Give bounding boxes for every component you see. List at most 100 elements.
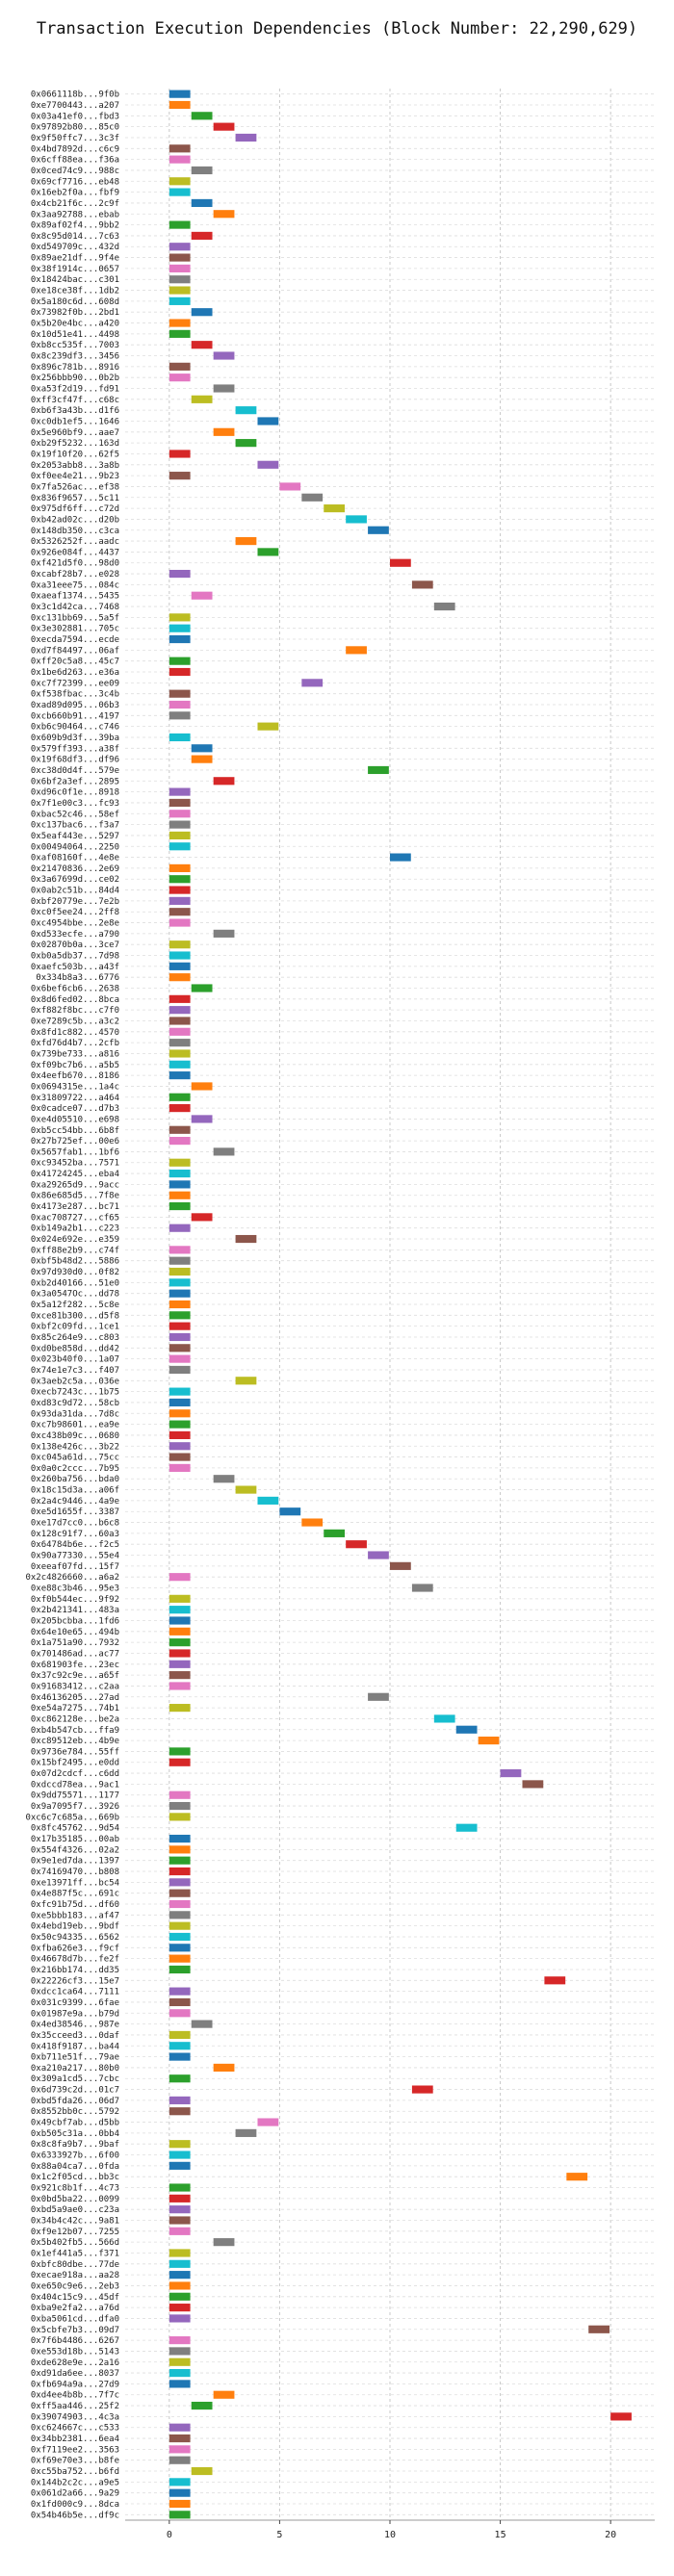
transaction-label: 0xfc91b75d...df60 <box>31 1900 119 1910</box>
transaction-label: 0x93da31da...7d8c <box>31 1409 119 1419</box>
transaction-label: 0x896c781b...8916 <box>31 363 119 373</box>
transaction-label: 0xeeaf07fd...15f7 <box>31 1562 119 1572</box>
transaction-bar <box>213 2063 235 2072</box>
transaction-label: 0xe5bbb183...af47 <box>31 1911 119 1920</box>
transaction-label: 0x34b4c42c...9a81 <box>31 2216 119 2226</box>
transaction-label: 0xbf5b48d2...5886 <box>31 1257 119 1267</box>
transaction-label: 0xff20c5a8...45c7 <box>31 657 119 667</box>
transaction-label: 0x38f1914c...0657 <box>31 265 119 274</box>
transaction-bar <box>168 863 191 872</box>
transaction-bar <box>168 188 191 196</box>
transaction-bar <box>168 155 191 164</box>
transaction-bar <box>390 558 411 567</box>
transaction-bar <box>588 2325 610 2333</box>
transaction-bar <box>257 460 279 469</box>
transaction-bar <box>168 296 191 305</box>
transaction-bar <box>168 1125 191 1134</box>
transaction-label: 0x9dd75571...1177 <box>31 1791 119 1801</box>
transaction-label: 0x86e685d5...7f8e <box>31 1192 119 1201</box>
transaction-bar <box>168 994 191 1003</box>
transaction-bar <box>168 1158 191 1167</box>
transaction-label: 0x3a0547Oc...dd78 <box>31 1290 119 1300</box>
transaction-label: 0xc438b09c...0680 <box>31 1431 119 1441</box>
transaction-bar <box>168 896 191 905</box>
transaction-label: 0x6cff88ea...f36a <box>31 156 119 166</box>
transaction-bar <box>168 624 191 632</box>
transaction-label: 0x701486ad...ac77 <box>31 1649 119 1659</box>
transaction-label: 0xa210a217...80b0 <box>31 2064 119 2074</box>
transaction-bar <box>610 2412 632 2421</box>
transaction-bar <box>235 406 257 415</box>
transaction-bar <box>168 2347 191 2356</box>
transaction-label: 0xf0b544ec...9f92 <box>31 1595 119 1605</box>
transaction-label: 0xe13971ff...bc54 <box>31 1878 119 1888</box>
transaction-label: 0xa29265d9...9acc <box>31 1180 119 1190</box>
transaction-bar <box>168 1289 191 1298</box>
transaction-bar <box>168 569 191 579</box>
transaction-bar <box>168 962 191 970</box>
transaction-bar <box>368 526 389 534</box>
transaction-label: 0x91683412...c2aa <box>31 1682 119 1691</box>
transaction-bar <box>279 1507 301 1516</box>
transaction-label: 0x260ba756...bda0 <box>31 1475 119 1484</box>
transaction-bar <box>168 220 191 229</box>
transaction-bar <box>168 657 191 665</box>
transaction-bar <box>168 2009 191 2018</box>
transaction-label: 0x37c92c9e...a65f <box>31 1671 119 1681</box>
transaction-bar <box>433 1714 455 1723</box>
transaction-bar <box>168 2445 191 2454</box>
transaction-label: 0x836f9657...5c11 <box>31 494 119 503</box>
transaction-bar <box>168 908 191 916</box>
transaction-label: 0xb29f5232...163d <box>31 439 119 449</box>
transaction-bar <box>168 472 191 480</box>
transaction-label: 0xd91da6ee...8037 <box>31 2369 119 2379</box>
transaction-label: 0x3a67699d...ce02 <box>31 875 119 885</box>
transaction-bar <box>411 2085 433 2094</box>
transaction-bar <box>191 341 213 349</box>
transaction-bar <box>191 231 213 240</box>
transaction-bar <box>168 886 191 894</box>
transaction-label: 0x681903fe...23ec <box>31 1661 119 1670</box>
transaction-bar <box>168 2030 191 2040</box>
transaction-bar <box>191 395 213 403</box>
transaction-bar <box>191 112 213 120</box>
transaction-bar <box>257 722 279 731</box>
transaction-bar <box>168 1573 191 1582</box>
x-tick-label: 10 <box>384 2530 396 2540</box>
chart-title: Transaction Execution Dependencies (Bloc… <box>36 19 638 39</box>
transaction-bar <box>168 951 191 960</box>
transaction-bar <box>168 1060 191 1069</box>
transaction-bar <box>168 2380 191 2388</box>
transaction-bar <box>191 1213 213 1222</box>
transaction-label: 0xaeaf1374...5435 <box>31 592 119 602</box>
transaction-bar <box>168 177 191 186</box>
transaction-label: 0x3aeb2c5a...036e <box>31 1377 119 1386</box>
transaction-label: 0x1a751a90...7932 <box>31 1638 119 1648</box>
transaction-bar <box>478 1737 500 1745</box>
transaction-bar <box>301 1518 324 1527</box>
transaction-label: 0xe553d18b...5143 <box>31 2347 119 2357</box>
transaction-label: 0x9e1ed7da...1397 <box>31 1857 119 1867</box>
transaction-bar <box>168 1267 191 1276</box>
transaction-label: 0x0bd5ba22...0099 <box>31 2195 119 2204</box>
transaction-bar <box>191 591 213 600</box>
transaction-bar <box>235 1234 257 1244</box>
transaction-bar <box>168 243 191 251</box>
transaction-label: 0xb8cc535f...7003 <box>31 341 119 350</box>
transaction-bar <box>168 1944 191 1952</box>
transaction-label: 0x609b9d3f...39ba <box>31 734 119 743</box>
transaction-bar <box>168 842 191 851</box>
transaction-bar <box>168 733 191 742</box>
transaction-label: 0xba9e2fa2...a76d <box>31 2304 119 2313</box>
transaction-label: 0x0ab2c51b...84d4 <box>31 887 119 896</box>
transaction-bar <box>213 210 235 219</box>
transaction-bar <box>168 1932 191 1942</box>
transaction-bar <box>168 2096 191 2104</box>
transaction-label: 0xff88e2b9...c74f <box>31 1246 119 1255</box>
transaction-label: 0x19f10f20...62f5 <box>31 450 119 459</box>
x-tick-label: 5 <box>276 2530 282 2540</box>
transaction-label: 0x5a180c6d...608d <box>31 297 119 307</box>
transaction-label: 0x5e960bf9...aae7 <box>31 428 119 438</box>
transaction-label: 0xecb7243c...1b75 <box>31 1388 119 1398</box>
transaction-bar <box>168 1246 191 1254</box>
